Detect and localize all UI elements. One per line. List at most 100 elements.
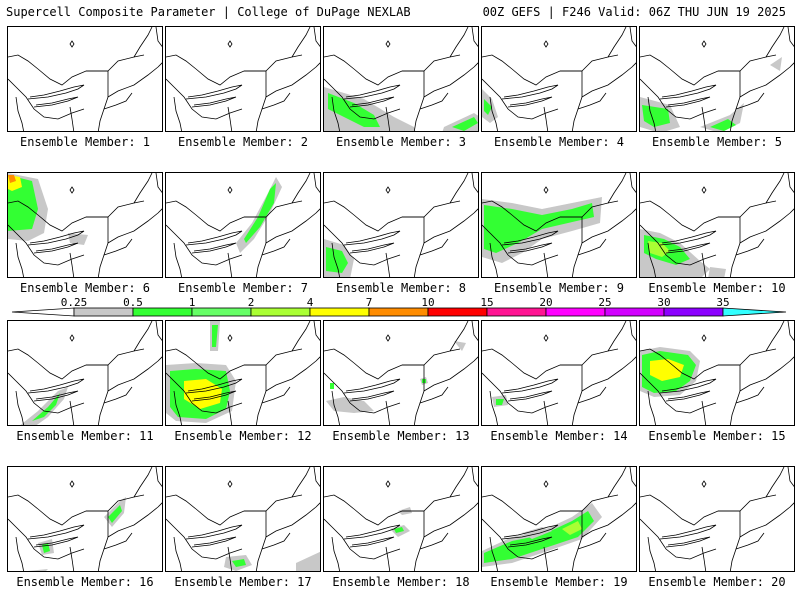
ensemble-map-panel-16 bbox=[7, 466, 163, 572]
map-outline bbox=[385, 546, 391, 571]
colorbar-tick-label: 15 bbox=[480, 296, 494, 309]
map-outline bbox=[227, 252, 233, 277]
ensemble-member-label: Ensemble Member: 14 bbox=[490, 429, 628, 443]
map-outline bbox=[261, 386, 291, 404]
map-outline bbox=[244, 510, 267, 571]
map-outline bbox=[331, 242, 341, 277]
map-graphic bbox=[640, 467, 794, 571]
scp-shaded-area bbox=[212, 325, 218, 347]
scp-shaded-area bbox=[28, 569, 48, 571]
map-outline bbox=[107, 62, 162, 98]
colorbar-graphic bbox=[11, 307, 787, 317]
run-valid-time: 00Z GEFS | F246 Valid: 06Z THU JUN 19 20… bbox=[482, 5, 786, 19]
map-outline bbox=[735, 386, 765, 404]
map-graphic bbox=[166, 467, 320, 571]
map-outline bbox=[107, 208, 162, 244]
scp-shaded-area bbox=[484, 511, 594, 563]
map-outline bbox=[629, 27, 636, 47]
colorbar-tick-label: 4 bbox=[306, 296, 314, 309]
scp-shaded-area bbox=[394, 527, 404, 533]
map-outline bbox=[419, 92, 449, 110]
map-outline bbox=[324, 224, 401, 266]
map-outline bbox=[659, 230, 717, 246]
map-outline bbox=[659, 84, 717, 100]
map-outline bbox=[787, 467, 794, 487]
station-marker-icon bbox=[701, 40, 707, 48]
map-outline bbox=[155, 27, 162, 47]
map-outline bbox=[261, 92, 291, 110]
ensemble-member-label: Ensemble Member: 20 bbox=[648, 575, 786, 589]
map-outline bbox=[765, 321, 785, 352]
map-outline bbox=[560, 216, 583, 277]
map-graphic bbox=[482, 173, 636, 277]
ensemble-map-panel-12 bbox=[165, 320, 321, 426]
map-outline bbox=[787, 27, 794, 47]
map-outline bbox=[507, 536, 553, 548]
map-outline bbox=[765, 467, 785, 498]
map-outline bbox=[482, 348, 619, 380]
station-marker-icon bbox=[543, 186, 549, 194]
map-outline bbox=[69, 252, 75, 277]
map-outline bbox=[324, 78, 401, 120]
colorbar-segment bbox=[486, 307, 547, 317]
scp-shaded-area bbox=[454, 341, 466, 351]
map-graphic bbox=[166, 321, 320, 425]
map-outline bbox=[640, 494, 777, 526]
map-outline bbox=[718, 216, 741, 277]
map-outline bbox=[291, 27, 311, 58]
ensemble-member-label: Ensemble Member: 1 bbox=[19, 135, 151, 149]
map-outline bbox=[449, 467, 469, 498]
ensemble-member-label: Ensemble Member: 6 bbox=[19, 281, 151, 295]
scp-shaded-area bbox=[770, 57, 782, 71]
map-outline bbox=[560, 364, 583, 425]
map-outline bbox=[27, 524, 85, 540]
map-outline bbox=[765, 173, 785, 204]
map-outline bbox=[543, 252, 549, 277]
map-outline bbox=[227, 400, 233, 425]
ensemble-member-label: Ensemble Member: 19 bbox=[490, 575, 628, 589]
map-outline bbox=[107, 502, 162, 538]
map-outline bbox=[423, 502, 478, 538]
map-outline bbox=[265, 208, 320, 244]
colorbar-segment bbox=[545, 307, 606, 317]
ensemble-member-label: Ensemble Member: 16 bbox=[16, 575, 154, 589]
map-outline bbox=[349, 96, 395, 108]
chart-title: Supercell Composite Parameter | College … bbox=[6, 5, 411, 19]
colorbar-tick-label: 0.25 bbox=[60, 296, 88, 309]
map-outline bbox=[482, 518, 559, 560]
map-outline bbox=[607, 321, 627, 352]
map-outline bbox=[265, 502, 320, 538]
ensemble-map-panel-7 bbox=[165, 172, 321, 278]
map-outline bbox=[191, 242, 237, 254]
map-outline bbox=[185, 84, 243, 100]
scp-shaded-area bbox=[710, 119, 736, 131]
map-outline bbox=[577, 92, 607, 110]
map-outline bbox=[244, 216, 267, 277]
map-outline bbox=[8, 224, 85, 266]
map-outline bbox=[402, 70, 425, 131]
map-outline bbox=[449, 321, 469, 352]
station-marker-icon bbox=[69, 40, 75, 48]
station-marker-icon bbox=[69, 186, 75, 194]
scp-shaded-area bbox=[496, 399, 504, 405]
station-marker-icon bbox=[543, 40, 549, 48]
map-outline bbox=[8, 494, 145, 526]
colorbar-segment bbox=[132, 307, 193, 317]
map-outline bbox=[313, 321, 320, 341]
ensemble-member-label: Ensemble Member: 9 bbox=[493, 281, 625, 295]
map-outline bbox=[482, 200, 619, 232]
map-outline bbox=[324, 494, 461, 526]
map-outline bbox=[471, 467, 478, 487]
map-outline bbox=[166, 54, 303, 86]
map-outline bbox=[15, 390, 25, 425]
map-outline bbox=[349, 390, 395, 402]
map-outline bbox=[577, 386, 607, 404]
ensemble-map-panel-15 bbox=[639, 320, 795, 426]
map-outline bbox=[86, 216, 109, 277]
colorbar-tick-label: 25 bbox=[598, 296, 612, 309]
map-outline bbox=[103, 386, 133, 404]
map-outline bbox=[385, 106, 391, 131]
map-outline bbox=[419, 386, 449, 404]
map-graphic bbox=[324, 467, 478, 571]
map-outline bbox=[86, 364, 109, 425]
